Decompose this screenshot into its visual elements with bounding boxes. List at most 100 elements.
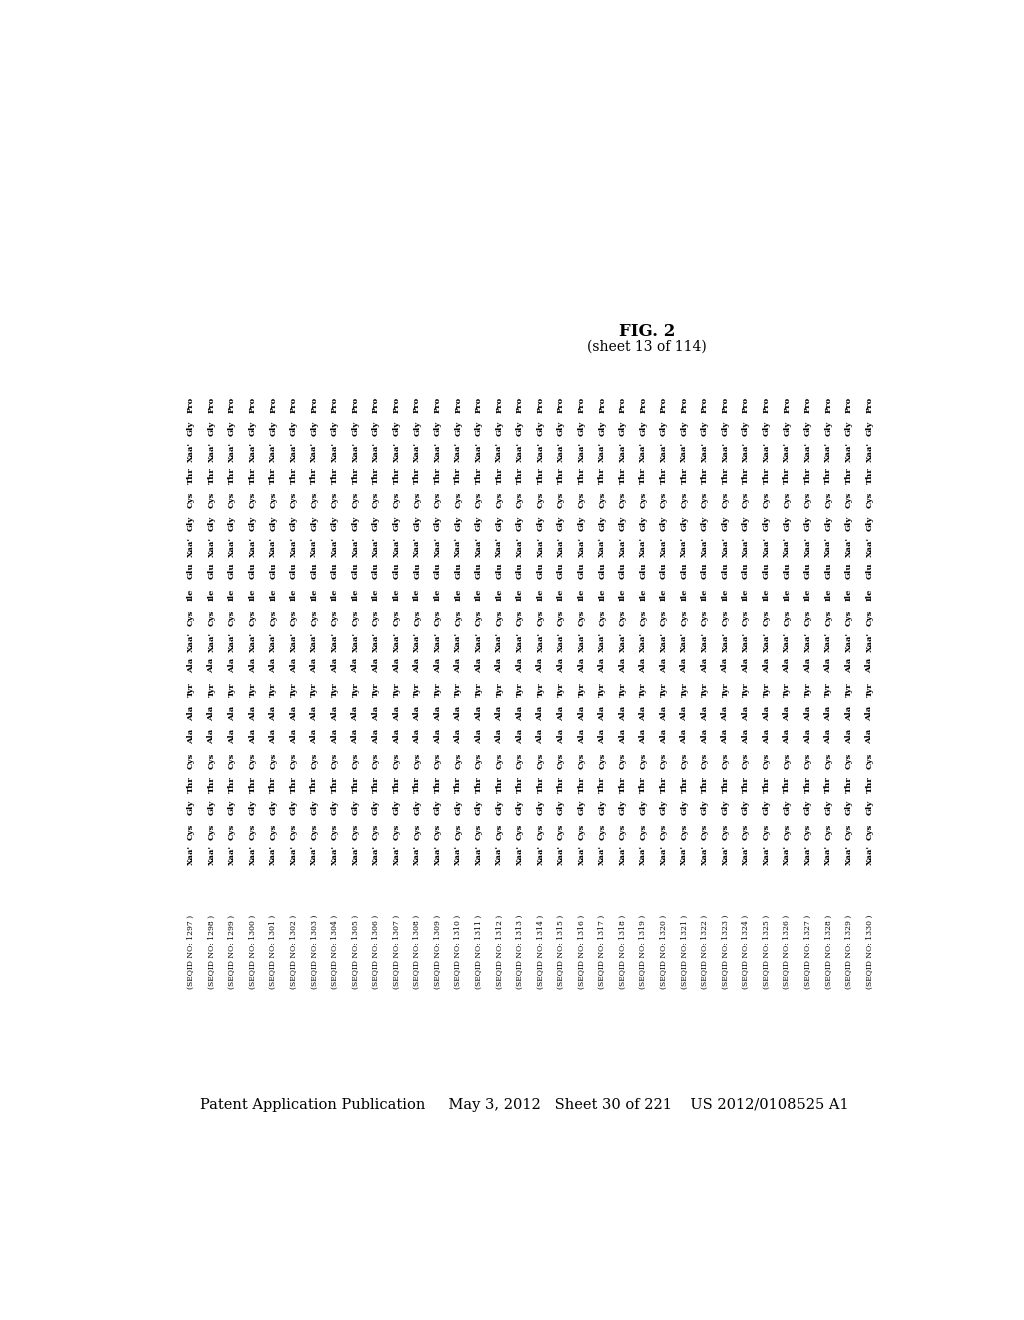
- Text: Cys: Cys: [249, 752, 257, 768]
- Text: Thr: Thr: [249, 776, 257, 792]
- Text: Cys: Cys: [742, 824, 751, 840]
- Text: Glu: Glu: [516, 562, 524, 579]
- Text: Ile: Ile: [434, 589, 441, 601]
- Text: Xaa': Xaa': [763, 632, 771, 652]
- Text: Ala: Ala: [228, 729, 237, 744]
- Text: Xaa': Xaa': [639, 845, 647, 865]
- Text: Thr: Thr: [680, 467, 688, 484]
- Text: Ala: Ala: [331, 705, 339, 721]
- Text: Gly: Gly: [865, 421, 873, 436]
- Text: Cys: Cys: [824, 824, 833, 840]
- Text: Tyr: Tyr: [331, 682, 339, 697]
- Text: Xaa': Xaa': [742, 632, 751, 652]
- Text: Xaa': Xaa': [598, 537, 606, 557]
- Text: Cys: Cys: [187, 610, 195, 627]
- Text: Cys: Cys: [701, 491, 709, 508]
- Text: Xaa': Xaa': [618, 632, 627, 652]
- Text: Cys: Cys: [865, 610, 873, 627]
- Text: Gly: Gly: [618, 800, 627, 816]
- Text: Xaa': Xaa': [783, 632, 792, 652]
- Text: Xaa': Xaa': [618, 442, 627, 462]
- Text: Xaa': Xaa': [228, 442, 237, 462]
- Text: Ala: Ala: [372, 729, 380, 744]
- Text: Gly: Gly: [763, 516, 771, 531]
- Text: Tyr: Tyr: [269, 682, 278, 697]
- Text: Cys: Cys: [824, 491, 833, 508]
- Text: Gly: Gly: [208, 516, 215, 531]
- Text: Ala: Ala: [804, 729, 812, 744]
- Text: Ile: Ile: [455, 589, 462, 601]
- Text: Cys: Cys: [475, 752, 483, 768]
- Text: Cys: Cys: [455, 824, 462, 840]
- Text: Thr: Thr: [310, 776, 318, 792]
- Text: Cys: Cys: [331, 491, 339, 508]
- Text: Gly: Gly: [290, 516, 298, 531]
- Text: Ile: Ile: [845, 589, 853, 601]
- Text: Pro: Pro: [413, 397, 421, 413]
- Text: Tyr: Tyr: [659, 682, 668, 697]
- Text: Cys: Cys: [372, 491, 380, 508]
- Text: Tyr: Tyr: [598, 682, 606, 697]
- Text: Gly: Gly: [413, 516, 421, 531]
- Text: Xaa': Xaa': [824, 442, 833, 462]
- Text: Xaa': Xaa': [351, 845, 359, 865]
- Text: Ala: Ala: [680, 729, 688, 744]
- Text: Ala: Ala: [413, 705, 421, 721]
- Text: Ile: Ile: [290, 589, 298, 601]
- Text: Xaa': Xaa': [455, 845, 462, 865]
- Text: Pro: Pro: [701, 397, 709, 413]
- Text: Ala: Ala: [249, 657, 257, 673]
- Text: (SEQID NO: 1306 ): (SEQID NO: 1306 ): [372, 915, 380, 989]
- Text: Ala: Ala: [290, 657, 298, 673]
- Text: (SEQID NO: 1304 ): (SEQID NO: 1304 ): [331, 915, 339, 989]
- Text: Pro: Pro: [228, 397, 237, 413]
- Text: Thr: Thr: [269, 776, 278, 792]
- Text: Pro: Pro: [845, 397, 853, 413]
- Text: Xaa': Xaa': [208, 442, 215, 462]
- Text: Gly: Gly: [310, 516, 318, 531]
- Text: Ile: Ile: [722, 589, 729, 601]
- Text: Ile: Ile: [824, 589, 833, 601]
- Text: (SEQID NO: 1305 ): (SEQID NO: 1305 ): [351, 915, 359, 989]
- Text: Glu: Glu: [824, 562, 833, 579]
- Text: Tyr: Tyr: [618, 682, 627, 697]
- Text: Gly: Gly: [804, 421, 812, 436]
- Text: Thr: Thr: [639, 776, 647, 792]
- Text: Ala: Ala: [455, 657, 462, 673]
- Text: Ala: Ala: [228, 657, 237, 673]
- Text: Ala: Ala: [722, 729, 729, 744]
- Text: Glu: Glu: [496, 562, 504, 579]
- Text: Xaa': Xaa': [701, 537, 709, 557]
- Text: Xaa': Xaa': [659, 845, 668, 865]
- Text: Glu: Glu: [618, 562, 627, 579]
- Text: Xaa': Xaa': [290, 537, 298, 557]
- Text: Xaa': Xaa': [865, 442, 873, 462]
- Text: Ile: Ile: [187, 589, 195, 601]
- Text: Xaa': Xaa': [269, 632, 278, 652]
- Text: Cys: Cys: [701, 824, 709, 840]
- Text: Cys: Cys: [578, 491, 586, 508]
- Text: Thr: Thr: [434, 467, 441, 484]
- Text: Xaa': Xaa': [228, 632, 237, 652]
- Text: Glu: Glu: [680, 562, 688, 579]
- Text: Xaa': Xaa': [249, 845, 257, 865]
- Text: (SEQID NO: 1297 ): (SEQID NO: 1297 ): [187, 915, 195, 989]
- Text: Pro: Pro: [598, 397, 606, 413]
- Text: Cys: Cys: [722, 824, 729, 840]
- Text: Gly: Gly: [331, 421, 339, 436]
- Text: Gly: Gly: [208, 421, 215, 436]
- Text: Gly: Gly: [783, 516, 792, 531]
- Text: Gly: Gly: [434, 421, 441, 436]
- Text: Xaa': Xaa': [372, 537, 380, 557]
- Text: Cys: Cys: [680, 752, 688, 768]
- Text: Cys: Cys: [269, 824, 278, 840]
- Text: Ala: Ala: [496, 657, 504, 673]
- Text: Cys: Cys: [269, 610, 278, 627]
- Text: Gly: Gly: [557, 421, 565, 436]
- Text: Xaa': Xaa': [516, 537, 524, 557]
- Text: Thr: Thr: [845, 467, 853, 484]
- Text: Tyr: Tyr: [434, 682, 441, 697]
- Text: Ala: Ala: [434, 705, 441, 721]
- Text: Cys: Cys: [269, 491, 278, 508]
- Text: Cys: Cys: [618, 610, 627, 627]
